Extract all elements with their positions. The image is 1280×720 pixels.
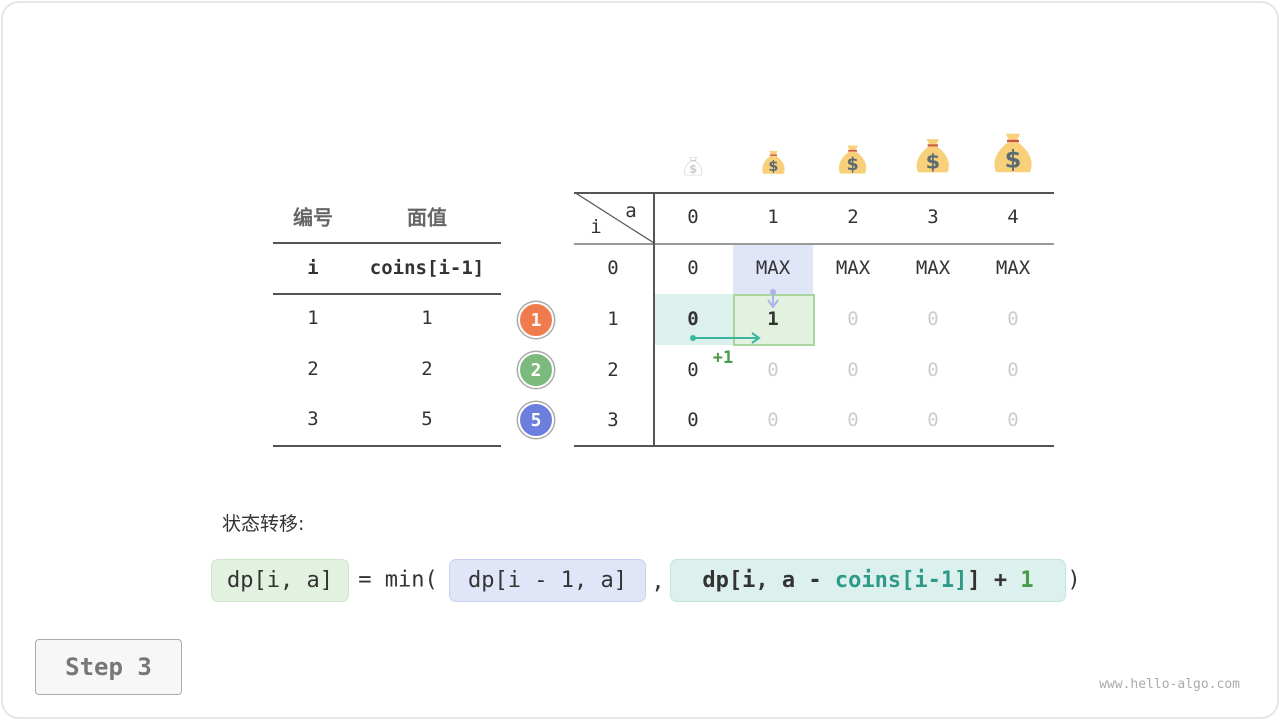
dp-cell: MAX	[835, 257, 871, 279]
header-id: 编号	[293, 205, 333, 230]
formula-close: )	[1067, 567, 1081, 593]
dp-cell: 0	[687, 409, 699, 431]
watermark: www.hello-algo.com	[1099, 677, 1240, 692]
dp-cell: 0	[767, 409, 779, 431]
col-header: 1	[767, 206, 779, 228]
dp-cell: 0	[1007, 308, 1019, 330]
cell: 3	[307, 408, 319, 430]
cell: 2	[421, 358, 433, 380]
dp-cell: 0	[927, 359, 939, 381]
formula-label: 状态转移:	[222, 513, 305, 535]
cell: 2	[307, 358, 319, 380]
formula-eq: = min(	[358, 567, 438, 593]
dp-cell: 0	[1007, 359, 1019, 381]
step-button[interactable]: Step 3	[35, 639, 182, 695]
row-header: 2	[607, 359, 619, 381]
money-bag-icon: $	[916, 139, 950, 174]
svg-text:$: $	[768, 159, 778, 175]
dp-cell: 1	[767, 308, 779, 330]
dp-cell: 0	[847, 409, 859, 431]
corner-diagonal	[574, 192, 654, 244]
arg2-part: dp[i, a -	[702, 568, 835, 593]
cell: 1	[307, 307, 319, 329]
corner-i: i	[590, 216, 602, 238]
divider	[273, 293, 501, 295]
formula-arg2: dp[i, a - coins[i-1]] + 1	[670, 559, 1066, 602]
row-header: 0	[607, 257, 619, 279]
svg-text:$: $	[689, 163, 697, 176]
svg-text:$: $	[1005, 145, 1022, 173]
header-value: 面值	[407, 205, 447, 230]
divider	[273, 242, 501, 244]
formula-arg1: dp[i - 1, a]	[449, 559, 646, 602]
highlight-up-cell	[733, 243, 813, 294]
arg2-part: ] +	[967, 568, 1021, 593]
divider	[653, 192, 655, 446]
col-header: 3	[927, 206, 939, 228]
divider	[574, 243, 1054, 245]
svg-text:$: $	[926, 150, 940, 174]
corner-a: a	[625, 200, 637, 222]
dp-cell: 0	[847, 359, 859, 381]
money-bag-icon: $	[761, 151, 785, 175]
col-header: 0	[687, 206, 699, 228]
col-header: 2	[847, 206, 859, 228]
dp-cell: MAX	[915, 257, 951, 279]
divider	[574, 445, 1054, 447]
money-bag-icon: $	[994, 133, 1032, 173]
dp-cell: 0	[687, 308, 699, 330]
dp-cell: MAX	[995, 257, 1031, 279]
coin-badge: 5	[518, 402, 554, 438]
cell: 1	[421, 307, 433, 329]
dp-cell: 0	[687, 359, 699, 381]
formula-lhs: dp[i, a]	[211, 559, 349, 602]
subheader-i: i	[307, 257, 319, 279]
dp-cell: 0	[847, 308, 859, 330]
svg-text:$: $	[847, 155, 859, 175]
increment-label: +1	[712, 348, 734, 368]
dp-cell: 0	[927, 308, 939, 330]
coin-badge: 1	[518, 302, 554, 338]
cell: 5	[421, 408, 433, 430]
row-header: 1	[607, 308, 619, 330]
money-bag-icon: $	[839, 145, 867, 175]
arrows	[690, 289, 779, 344]
dp-cell: 0	[1007, 409, 1019, 431]
dp-cell: MAX	[755, 257, 791, 279]
col-header: 4	[1007, 206, 1019, 228]
formula-comma: ,	[651, 569, 665, 595]
dp-cell: 0	[927, 409, 939, 431]
divider	[273, 445, 501, 447]
subheader-coins: coins[i-1]	[369, 257, 485, 279]
coin-badge: 2	[518, 352, 554, 388]
dp-cell: 0	[767, 359, 779, 381]
dp-cell: 0	[687, 257, 699, 279]
divider	[574, 192, 1054, 194]
row-header: 3	[607, 409, 619, 431]
arg2-one: 1	[1020, 568, 1034, 593]
money-bag-icon: $	[684, 156, 702, 176]
arg2-coins: coins[i-1]	[834, 568, 968, 593]
